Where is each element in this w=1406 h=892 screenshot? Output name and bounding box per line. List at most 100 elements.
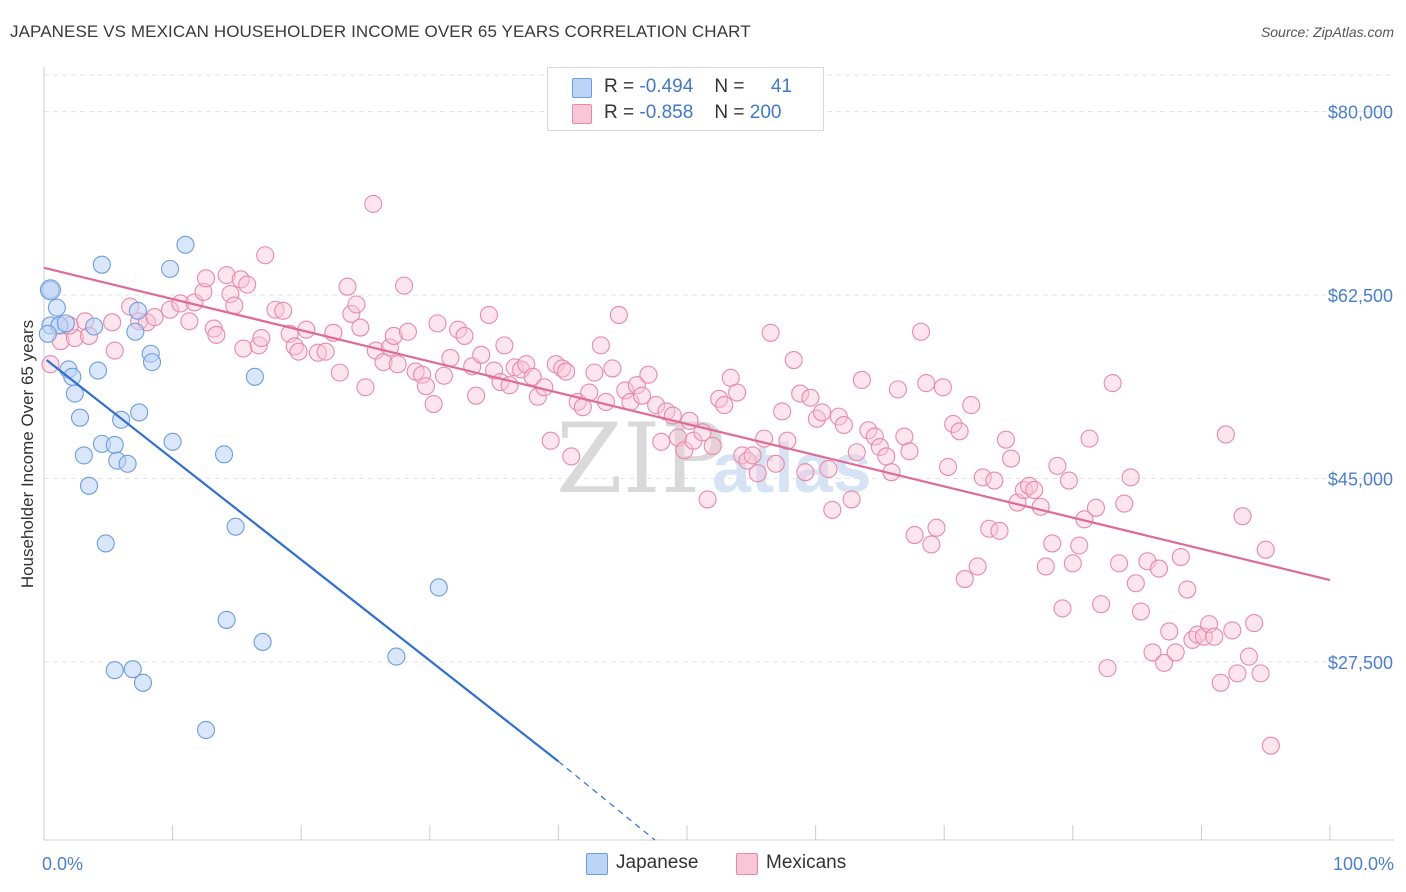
watermark: ZIP atlas: [556, 403, 872, 515]
mexicans-point: [1178, 580, 1197, 599]
mexicans-point: [743, 446, 762, 465]
mexicans-point: [609, 305, 628, 325]
mexicans-trend-line: [43, 266, 1331, 582]
mexicans-point: [585, 363, 604, 382]
mexicans-point: [1251, 664, 1270, 683]
mexicans-point: [308, 343, 327, 362]
mexicans-point: [1080, 429, 1099, 448]
y-tick-label: $80,000: [1328, 103, 1393, 123]
mexicans-point: [416, 377, 435, 396]
mexicans-point: [823, 500, 842, 519]
mexicans-point: [160, 300, 180, 319]
japanese-point: [429, 578, 448, 597]
mexicans-point: [791, 384, 810, 403]
mexicans-point: [1070, 536, 1089, 555]
mexicans-point: [632, 386, 652, 405]
japanese-point: [65, 384, 84, 403]
mexicans-point: [927, 518, 946, 537]
mexicans-point: [196, 269, 216, 288]
mexicans-point: [773, 402, 792, 421]
mexicans-point: [351, 318, 370, 337]
mexicans-point: [1233, 507, 1252, 526]
axes: [43, 67, 1394, 841]
mexicans-point: [985, 471, 1004, 490]
mexicans-point: [562, 447, 581, 466]
mexicans-point: [1115, 494, 1134, 513]
mexicans-point: [413, 365, 432, 384]
mexicans-point: [1138, 552, 1157, 571]
mexicans-point: [870, 437, 889, 457]
mexicans-point: [1036, 557, 1055, 576]
mexicans-point: [274, 301, 293, 320]
mexicans-point: [796, 463, 815, 482]
mexicans-point: [1053, 599, 1072, 618]
mexicans-point: [512, 360, 531, 379]
x-tick-labels: 0.0% 100.0%: [42, 854, 1394, 874]
mexicans-point: [1059, 471, 1078, 490]
mexicans-point: [103, 313, 122, 332]
mexicans-point: [933, 378, 952, 397]
japanese-point: [105, 435, 124, 454]
mexicans-point: [1149, 559, 1169, 578]
mexicans-point: [1183, 630, 1202, 649]
x-tick-label-end: 100.0%: [1333, 854, 1394, 874]
mexicans-point: [180, 312, 199, 331]
bottom-mexicans-label: Mexicans: [766, 852, 847, 873]
mexicans-point: [996, 430, 1015, 449]
bottom-mexicans-swatch: [736, 853, 758, 875]
mexicans-point: [748, 464, 767, 483]
mexicans-point: [338, 277, 357, 296]
mexicans-point: [917, 374, 936, 393]
japanese-point: [130, 403, 149, 422]
mexicans-point: [1171, 548, 1190, 567]
japanese-point: [92, 255, 111, 274]
mexicans-point: [801, 388, 820, 407]
grid-lines: [44, 74, 1394, 663]
mexicans-n-label: N =: [714, 102, 745, 123]
mexicans-point: [1126, 574, 1145, 593]
mexicans-point: [441, 348, 460, 367]
mexicans-r-value: -0.858: [639, 102, 694, 123]
mexicans-swatch: [572, 104, 592, 124]
mexicans-point: [968, 557, 987, 576]
mexicans-point: [424, 395, 443, 414]
japanese-point: [74, 446, 93, 465]
mexicans-point: [761, 323, 780, 342]
japanese-point: [123, 660, 142, 679]
mexicans-point: [990, 521, 1009, 540]
japanese-point: [245, 367, 264, 386]
mexicans-point: [591, 336, 610, 355]
trend-lines: [43, 266, 1331, 841]
mexicans-point: [1063, 554, 1082, 573]
mexicans-point: [1048, 456, 1067, 475]
mexicans-point: [1086, 498, 1105, 517]
mexicans-point: [888, 380, 907, 399]
mexicans-point: [472, 345, 491, 364]
mexicans-point: [639, 365, 658, 384]
mexicans-point: [939, 457, 958, 476]
mexicans-r-label: R =: [604, 102, 635, 123]
japanese-n-value: 41: [770, 76, 793, 97]
japanese-point: [39, 279, 61, 301]
japanese-point: [56, 314, 75, 333]
mexicans-point: [1031, 497, 1050, 516]
mexicans-point: [616, 381, 635, 400]
mexicans-point: [703, 436, 722, 456]
bottom-japanese-swatch: [586, 853, 608, 875]
japanese-point: [214, 445, 234, 464]
mexicans-point: [715, 396, 734, 415]
japanese-point: [38, 324, 57, 343]
mexicans-point: [912, 322, 931, 341]
source-label: Source: ZipAtlas.com: [1260, 24, 1394, 40]
mexicans-point: [467, 386, 486, 405]
stats-legend: R = -0.494 N = 41 R = -0.858 N = 200: [547, 67, 824, 131]
mexicans-point: [347, 295, 366, 314]
japanese-point: [217, 610, 236, 629]
japanese-point: [253, 632, 272, 651]
japanese-n-label: N =: [714, 76, 745, 97]
mexicans-point: [1239, 647, 1259, 666]
mexicans-point: [1256, 540, 1275, 559]
y-tick-label: $27,500: [1328, 653, 1393, 673]
japanese-point: [88, 361, 108, 380]
